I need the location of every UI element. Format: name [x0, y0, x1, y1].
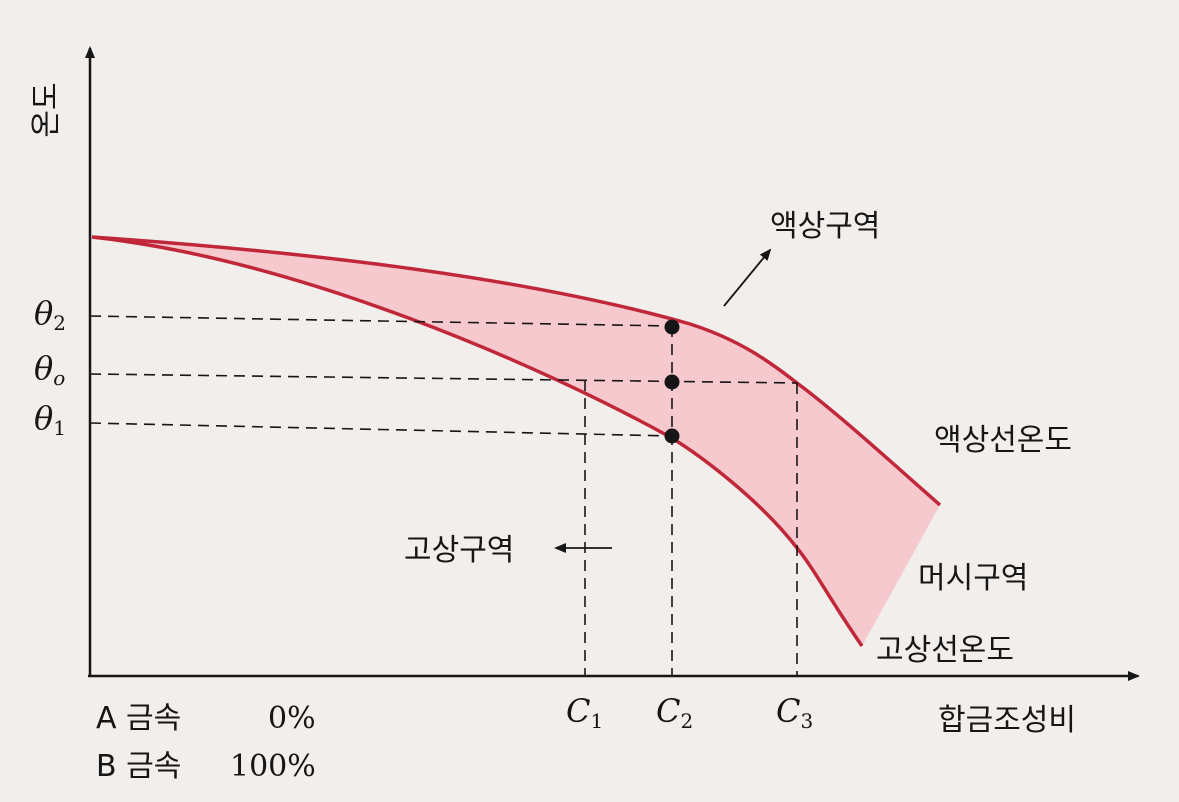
metal-b-value: 100%: [230, 749, 316, 784]
solidus-label: 고상선온도: [876, 633, 1014, 668]
liquidus-label: 액상선온도: [934, 423, 1072, 458]
mushy-zone-fill: [92, 237, 940, 646]
x-axis-label: 합금조성비: [938, 703, 1076, 738]
metal-a-label: A 금속: [96, 701, 181, 736]
point-theta2-c2: [665, 320, 680, 335]
c3-label: C3: [776, 692, 813, 733]
theta0-label: θo: [34, 349, 65, 390]
metal-a-value: 0%: [268, 701, 316, 736]
metal-b-label: B 금속: [96, 749, 181, 784]
liquid-region-arrow: [724, 250, 770, 306]
point-theta1-c2: [665, 429, 680, 444]
theta2-label: θ2: [34, 294, 66, 335]
c2-label: C2: [656, 692, 693, 733]
theta1-label: θ1: [34, 399, 66, 440]
liquid-region-label: 액상구역: [770, 209, 880, 244]
solid-region-label: 고상구역: [404, 533, 514, 568]
y-axis-label: 온도: [29, 82, 64, 137]
point-theta0-c2: [665, 375, 680, 390]
mushy-region-label: 머시구역: [918, 561, 1028, 596]
c1-label: C1: [566, 692, 603, 733]
